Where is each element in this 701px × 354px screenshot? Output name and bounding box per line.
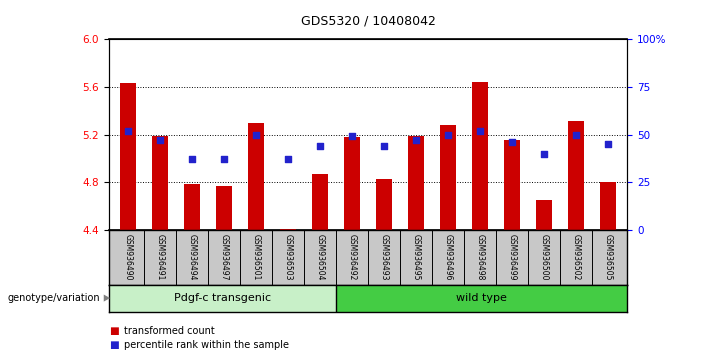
Bar [312, 174, 328, 230]
Text: transformed count: transformed count [124, 326, 215, 336]
Text: GSM936499: GSM936499 [508, 234, 517, 281]
Text: GSM936490: GSM936490 [123, 234, 132, 281]
Point [314, 143, 325, 149]
Point [379, 143, 390, 149]
Point [475, 128, 486, 133]
Bar [472, 82, 488, 230]
Text: GDS5320 / 10408042: GDS5320 / 10408042 [301, 14, 435, 27]
Point [442, 132, 454, 137]
Bar [408, 136, 424, 230]
Text: ■: ■ [109, 326, 118, 336]
Text: ■: ■ [109, 340, 118, 350]
Point [571, 132, 582, 137]
Text: GSM936492: GSM936492 [348, 234, 357, 281]
Text: GSM936500: GSM936500 [540, 234, 549, 281]
Point [283, 156, 294, 162]
Bar [248, 122, 264, 230]
Polygon shape [104, 295, 110, 302]
Bar [536, 200, 552, 230]
Bar [184, 183, 200, 230]
Text: GSM936496: GSM936496 [444, 234, 453, 281]
Point [250, 132, 261, 137]
Bar [600, 182, 616, 230]
Text: percentile rank within the sample: percentile rank within the sample [124, 340, 289, 350]
Text: Pdgf-c transgenic: Pdgf-c transgenic [174, 293, 271, 303]
Point [154, 137, 165, 143]
Point [346, 133, 358, 139]
Point [538, 151, 550, 156]
Point [603, 141, 614, 147]
Text: GSM936502: GSM936502 [571, 234, 580, 281]
Text: GSM936495: GSM936495 [411, 234, 421, 281]
Point [411, 137, 422, 143]
Text: GSM936491: GSM936491 [156, 234, 165, 281]
Bar [336, 285, 627, 312]
Text: GSM936503: GSM936503 [283, 234, 292, 281]
Bar [376, 179, 392, 230]
Text: GSM936498: GSM936498 [475, 234, 484, 281]
Text: GSM936505: GSM936505 [604, 234, 613, 281]
Bar [120, 83, 136, 230]
Text: GSM936504: GSM936504 [315, 234, 325, 281]
Bar [152, 136, 168, 230]
Bar [440, 125, 456, 230]
Point [186, 156, 198, 162]
Bar [216, 186, 232, 230]
Bar [109, 285, 336, 312]
Point [122, 128, 133, 133]
Text: GSM936494: GSM936494 [187, 234, 196, 281]
Bar [568, 121, 584, 230]
Text: wild type: wild type [456, 293, 507, 303]
Text: GSM936493: GSM936493 [379, 234, 388, 281]
Text: GSM936501: GSM936501 [252, 234, 261, 281]
Point [507, 139, 518, 145]
Text: genotype/variation: genotype/variation [7, 293, 100, 303]
Text: GSM936497: GSM936497 [219, 234, 229, 281]
Point [218, 156, 229, 162]
Bar [344, 137, 360, 230]
Bar [280, 229, 296, 230]
Bar [504, 141, 520, 230]
